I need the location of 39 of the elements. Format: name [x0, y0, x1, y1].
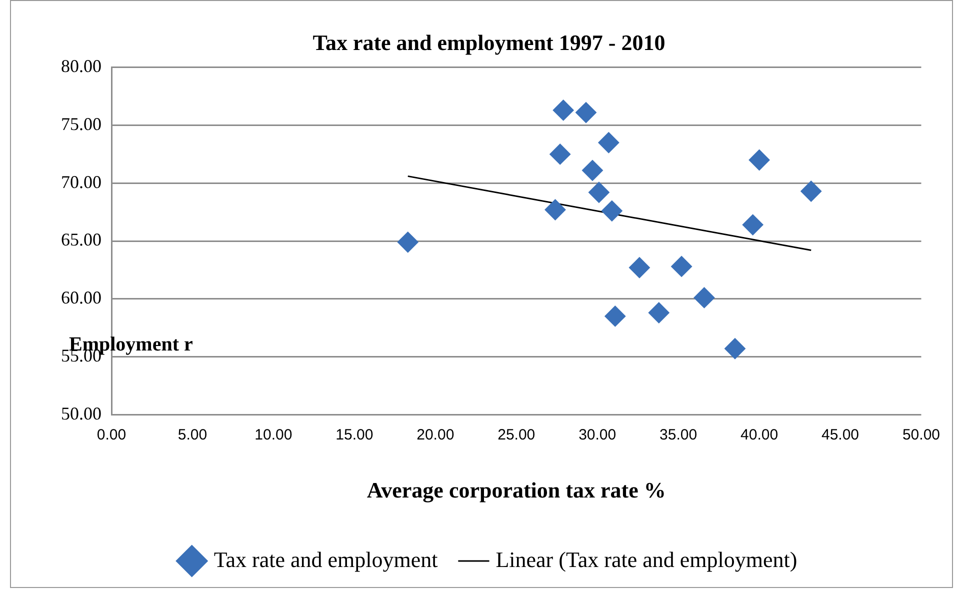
- point: [648, 302, 670, 324]
- point: [550, 144, 571, 165]
- x-tick-label: 30.00: [578, 426, 616, 444]
- point: [742, 214, 764, 236]
- x-tick-label: 40.00: [740, 426, 778, 444]
- y-tick-label: 50.00: [61, 403, 102, 424]
- x-tick-label: 10.00: [254, 426, 292, 444]
- point: [397, 232, 418, 253]
- legend-label: Linear (Tax rate and employment): [496, 546, 798, 572]
- point: [544, 199, 566, 220]
- point: [604, 306, 626, 327]
- y-tick-label: 60.00: [61, 288, 102, 308]
- x-tick-label: 15.00: [336, 426, 374, 444]
- point: [800, 180, 822, 202]
- point: [552, 100, 574, 121]
- y-tick-label: 70.00: [61, 172, 102, 192]
- y-tick-label: 65.00: [61, 230, 102, 250]
- x-tick-label: 20.00: [416, 426, 454, 444]
- legend-label: Tax rate and employment: [214, 546, 438, 572]
- point: [601, 200, 622, 222]
- x-axis-title: Average corporation tax rate %: [366, 477, 666, 502]
- x-tick-label: 25.00: [498, 426, 536, 444]
- x-tick-label: 50.00: [902, 426, 940, 444]
- point: [598, 132, 620, 154]
- y-tick-label: 80.00: [61, 56, 102, 76]
- point: [671, 256, 692, 277]
- y-tick-label: 75.00: [61, 114, 102, 134]
- x-tick-label: 45.00: [821, 426, 860, 444]
- point: [724, 338, 746, 360]
- point: [576, 102, 597, 124]
- point: [628, 257, 650, 278]
- point: [748, 149, 770, 170]
- point: [694, 287, 715, 308]
- x-tick-label: 0.00: [96, 426, 126, 444]
- x-tick-label: 5.00: [178, 426, 208, 444]
- chart-title: Tax rate and employment 1997 - 2010: [312, 30, 666, 55]
- point: [588, 182, 610, 203]
- point: [582, 160, 603, 181]
- x-tick-label: 35.00: [660, 426, 698, 444]
